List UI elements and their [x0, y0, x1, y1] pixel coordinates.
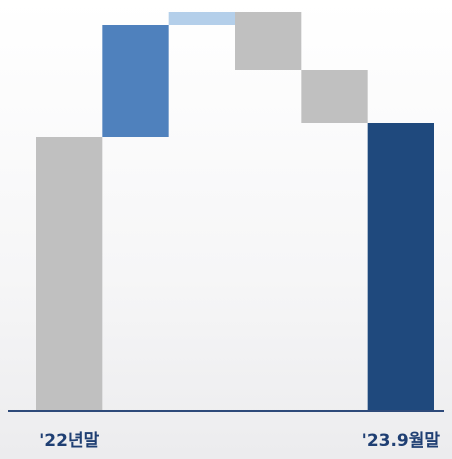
bar	[36, 137, 103, 410]
x-tick-label: '22년말	[39, 430, 100, 451]
x-tick-label: '23.9월말	[362, 430, 441, 451]
bar	[301, 70, 368, 123]
bar	[367, 123, 434, 410]
bar	[235, 12, 302, 70]
bar	[102, 25, 169, 137]
bar	[168, 12, 235, 25]
